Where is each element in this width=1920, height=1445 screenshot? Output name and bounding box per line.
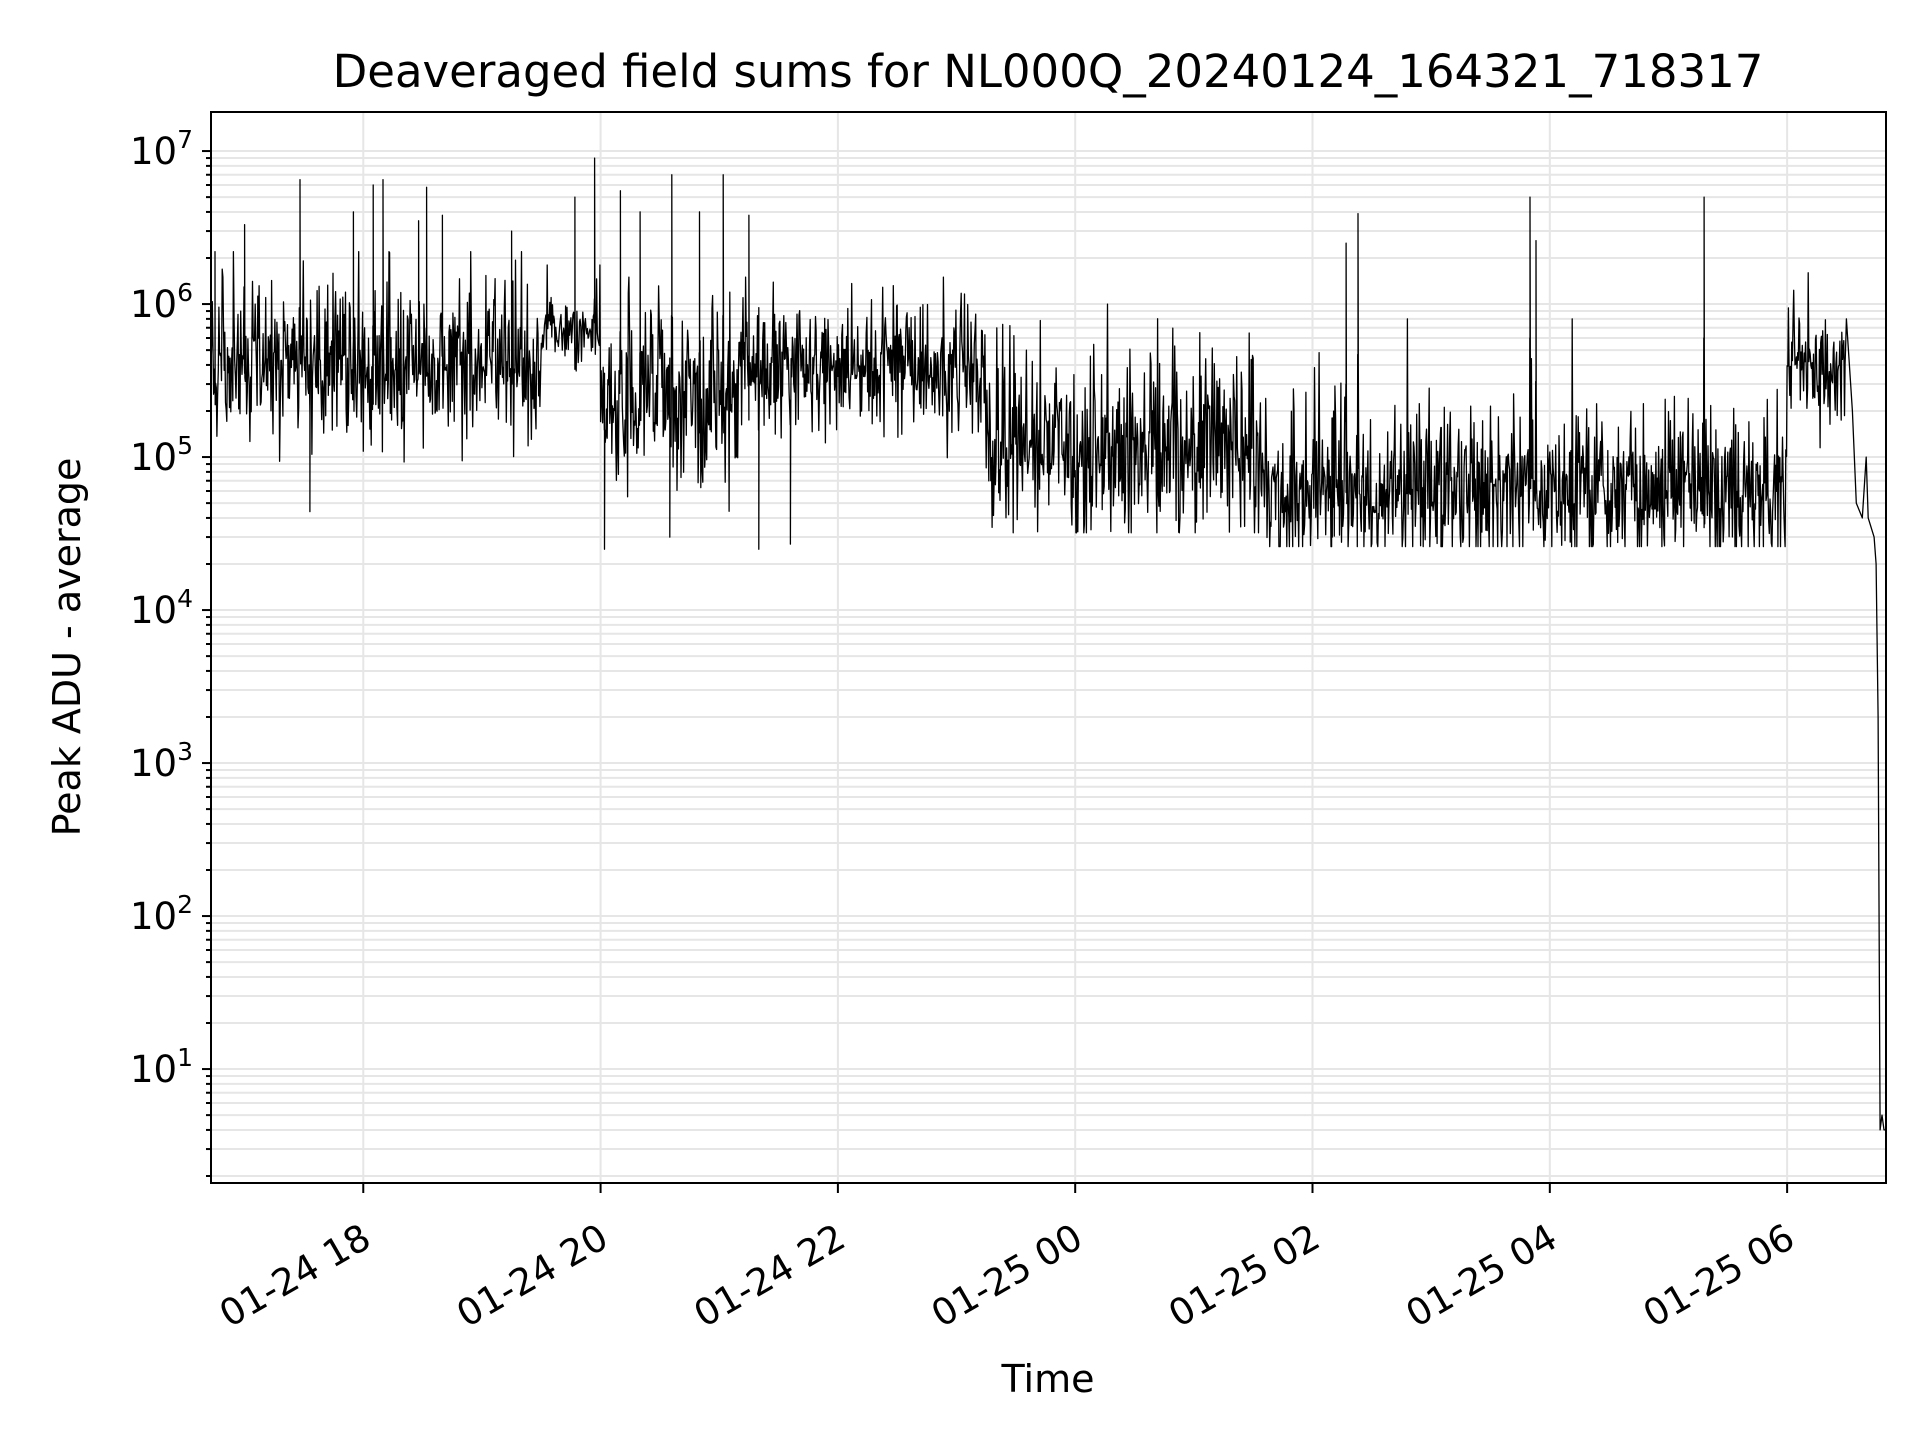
- y-tick-label: 102: [130, 890, 193, 938]
- y-tick-label: 101: [130, 1043, 193, 1091]
- y-tick-label: 104: [130, 584, 193, 632]
- plot-frame: [210, 111, 1887, 1184]
- axes: [210, 111, 1887, 1184]
- y-tick-label: 107: [130, 125, 193, 173]
- y-axis-label: Peak ADU - average: [45, 458, 89, 837]
- y-tick-label: 105: [130, 431, 193, 479]
- x-axis-label: Time: [1001, 1357, 1095, 1401]
- y-tick-label: 103: [130, 737, 193, 785]
- chart-title: Deaveraged field sums for NL000Q_2024012…: [333, 45, 1764, 98]
- series-line: [210, 157, 1886, 1131]
- y-tick-label: 106: [130, 278, 193, 326]
- y-axis-ticks: 101 102 103 104 105 106 107: [130, 125, 211, 1177]
- series-layer: [210, 157, 1886, 1131]
